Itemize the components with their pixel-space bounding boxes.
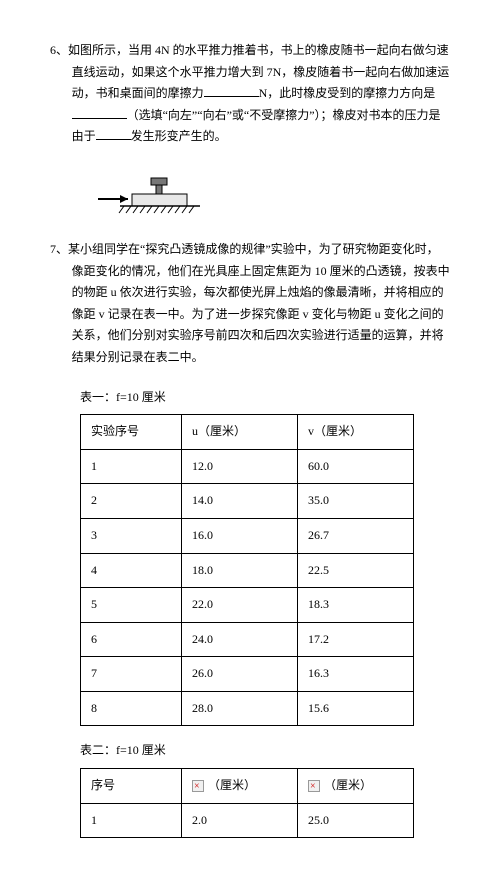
table-1: 实验序号 u（厘米） v（厘米） 112.060.0 214.035.0 316… bbox=[80, 414, 414, 726]
question-7: 7、某小组同学在“探究凸透镜成像的规律”实验中，为了研究物距变化时，像距变化的情… bbox=[50, 239, 450, 369]
missing-image-icon bbox=[308, 780, 320, 792]
table2-h2-unit: （厘米） bbox=[208, 778, 256, 792]
cell: 14.0 bbox=[182, 484, 298, 519]
cell: 60.0 bbox=[298, 449, 414, 484]
table-row: 828.015.6 bbox=[81, 691, 414, 726]
cell: 15.6 bbox=[298, 691, 414, 726]
cell: 1 bbox=[81, 449, 182, 484]
figure-q6 bbox=[90, 166, 450, 221]
table1-h1: 实验序号 bbox=[81, 415, 182, 450]
cell: 28.0 bbox=[182, 691, 298, 726]
table2-h2: （厘米） bbox=[182, 769, 298, 804]
cell: 17.2 bbox=[298, 622, 414, 657]
q6-text-d: 发生形变产生的。 bbox=[131, 129, 227, 143]
cell: 7 bbox=[81, 657, 182, 692]
cell: 16.0 bbox=[182, 518, 298, 553]
cell: 5 bbox=[81, 588, 182, 623]
table1-h3: v（厘米） bbox=[298, 415, 414, 450]
figure-svg bbox=[90, 166, 210, 221]
table-2: 序号 （厘米） （厘米） 12.025.0 bbox=[80, 768, 414, 838]
cell: 12.0 bbox=[182, 449, 298, 484]
table-row: 418.022.5 bbox=[81, 553, 414, 588]
table-row: 624.017.2 bbox=[81, 622, 414, 657]
table-row: 实验序号 u（厘米） v（厘米） bbox=[81, 415, 414, 450]
table-row: 序号 （厘米） （厘米） bbox=[81, 769, 414, 804]
q6-blank-1 bbox=[204, 84, 259, 97]
cell: 22.5 bbox=[298, 553, 414, 588]
missing-image-icon bbox=[192, 780, 204, 792]
cell: 3 bbox=[81, 518, 182, 553]
table2-caption: 表二：f=10 厘米 bbox=[80, 740, 450, 762]
cell: 24.0 bbox=[182, 622, 298, 657]
cell: 26.7 bbox=[298, 518, 414, 553]
cell: 35.0 bbox=[298, 484, 414, 519]
table-row: 112.060.0 bbox=[81, 449, 414, 484]
q6-number: 6、 bbox=[50, 43, 68, 57]
cell: 2.0 bbox=[182, 803, 298, 838]
table1-caption: 表一：f=10 厘米 bbox=[80, 387, 450, 409]
cell: 16.3 bbox=[298, 657, 414, 692]
cell: 1 bbox=[81, 803, 182, 838]
question-6: 6、如图所示，当用 4N 的水平推力推着书，书上的橡皮随书一起向右做匀速直线运动… bbox=[50, 40, 450, 148]
table-row: 522.018.3 bbox=[81, 588, 414, 623]
cell: 8 bbox=[81, 691, 182, 726]
question-7-text: 7、某小组同学在“探究凸透镜成像的规律”实验中，为了研究物距变化时，像距变化的情… bbox=[50, 239, 450, 369]
cell: 18.0 bbox=[182, 553, 298, 588]
table2-h3-unit: （厘米） bbox=[324, 778, 372, 792]
cell: 26.0 bbox=[182, 657, 298, 692]
q6-text-b: N，此时橡皮受到的摩擦力方向是 bbox=[259, 86, 436, 100]
table1-h2: u（厘米） bbox=[182, 415, 298, 450]
cell: 4 bbox=[81, 553, 182, 588]
question-6-text: 6、如图所示，当用 4N 的水平推力推着书，书上的橡皮随书一起向右做匀速直线运动… bbox=[50, 40, 450, 148]
cell: 18.3 bbox=[298, 588, 414, 623]
cell: 6 bbox=[81, 622, 182, 657]
cell: 25.0 bbox=[298, 803, 414, 838]
table-row: 726.016.3 bbox=[81, 657, 414, 692]
cell: 22.0 bbox=[182, 588, 298, 623]
table2-h3: （厘米） bbox=[298, 769, 414, 804]
table-row: 214.035.0 bbox=[81, 484, 414, 519]
q6-blank-3 bbox=[96, 127, 131, 140]
q7-number: 7、 bbox=[50, 242, 68, 256]
q6-blank-2 bbox=[72, 106, 127, 119]
q7-text: 某小组同学在“探究凸透镜成像的规律”实验中，为了研究物距变化时，像距变化的情况，… bbox=[68, 242, 450, 364]
cell: 2 bbox=[81, 484, 182, 519]
table-row: 12.025.0 bbox=[81, 803, 414, 838]
table-row: 316.026.7 bbox=[81, 518, 414, 553]
table2-h1: 序号 bbox=[81, 769, 182, 804]
